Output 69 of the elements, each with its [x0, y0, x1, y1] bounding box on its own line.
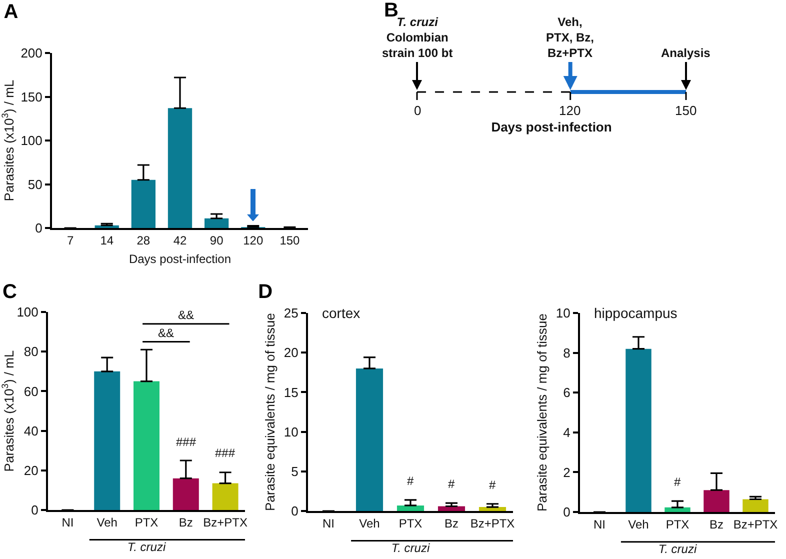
x-tick-label: Bz — [444, 516, 459, 530]
y-axis-title: Parasite equivalents / mg of tissue — [262, 313, 278, 511]
x-tick-label: PTX — [134, 515, 158, 530]
x-tick-label: 14 — [100, 233, 114, 248]
annotation: # — [448, 477, 455, 491]
y-tick-label: 5 — [291, 464, 298, 479]
annotation: # — [674, 475, 681, 489]
y-tick-label: 20 — [24, 462, 38, 478]
y-tick-label: 4 — [563, 424, 570, 440]
chart-title: A — [4, 1, 18, 24]
y-tick-label: 200 — [20, 46, 42, 61]
y-tick-label: 40 — [24, 423, 38, 438]
x-tick-label: PTX — [666, 517, 690, 532]
x-axis-title: T. cruzi — [658, 542, 697, 556]
y-tick-label: 8 — [563, 345, 570, 360]
x-tick-label: NI — [322, 516, 334, 530]
text: 120 — [559, 103, 581, 118]
annotation: && — [178, 308, 194, 322]
y-tick-label: 10 — [556, 306, 570, 321]
annotation: hippocampus — [594, 305, 678, 321]
x-tick-label: Veh — [628, 517, 649, 532]
x-tick-label: Veh — [96, 515, 118, 530]
x-tick-label: 42 — [173, 233, 187, 248]
x-axis-title: T. cruzi — [391, 540, 430, 555]
text: 0 — [414, 103, 422, 118]
x-tick-label: Bz — [178, 515, 193, 530]
text: Veh, PTX, Bz, Bz+PTX — [546, 15, 594, 60]
x-tick-label: Veh — [359, 516, 380, 530]
x-tick-label: Bz+PTX — [203, 515, 248, 530]
text: 150 — [675, 103, 697, 118]
y-tick-label: 0 — [35, 220, 42, 236]
x-tick-label: 120 — [243, 233, 264, 248]
y-tick-label: 50 — [28, 176, 42, 192]
x-tick-label: 90 — [210, 233, 224, 248]
y-tick-label: 60 — [24, 384, 38, 399]
x-tick-label: Bz — [709, 517, 724, 532]
y-tick-label: 2 — [563, 464, 570, 480]
y-tick-label: 100 — [16, 304, 38, 320]
x-tick-label: NI — [594, 517, 606, 532]
annotation: ### — [176, 435, 196, 449]
x-axis-title: Days post-infection — [128, 252, 232, 266]
y-tick-label: 20 — [284, 345, 298, 360]
annotation: && — [158, 326, 174, 340]
y-tick-label: 10 — [284, 424, 298, 440]
text: Analysis — [661, 46, 711, 60]
x-tick-label: PTX — [398, 516, 422, 530]
x-axis-title: T. cruzi — [127, 540, 166, 554]
x-tick-label: 28 — [136, 233, 150, 248]
x-tick-label: NI — [62, 515, 74, 530]
annotation: # — [489, 478, 496, 492]
y-tick-label: 100 — [20, 133, 42, 148]
y-tick-label: 0 — [563, 504, 570, 520]
y-tick-label: 80 — [24, 344, 38, 360]
x-tick-label: Bz+PTX — [470, 516, 515, 530]
annotation: # — [407, 474, 414, 488]
y-axis-title: Parasite equivalents / mg of tissue — [534, 314, 550, 512]
y-tick-label: 6 — [563, 385, 570, 400]
y-tick-label: 0 — [31, 502, 38, 518]
chart-title: C — [2, 281, 17, 304]
y-tick-label: 150 — [20, 89, 42, 104]
text: Days post-infection — [491, 120, 612, 135]
chart-title: D — [258, 281, 273, 304]
annotation: cortex — [322, 305, 360, 321]
x-tick-label: Bz+PTX — [733, 517, 778, 532]
x-tick-label: 7 — [66, 233, 74, 248]
y-tick-label: 25 — [284, 306, 298, 321]
y-tick-label: 0 — [291, 504, 298, 519]
y-tick-label: 15 — [284, 384, 298, 400]
annotation: ### — [215, 446, 236, 460]
